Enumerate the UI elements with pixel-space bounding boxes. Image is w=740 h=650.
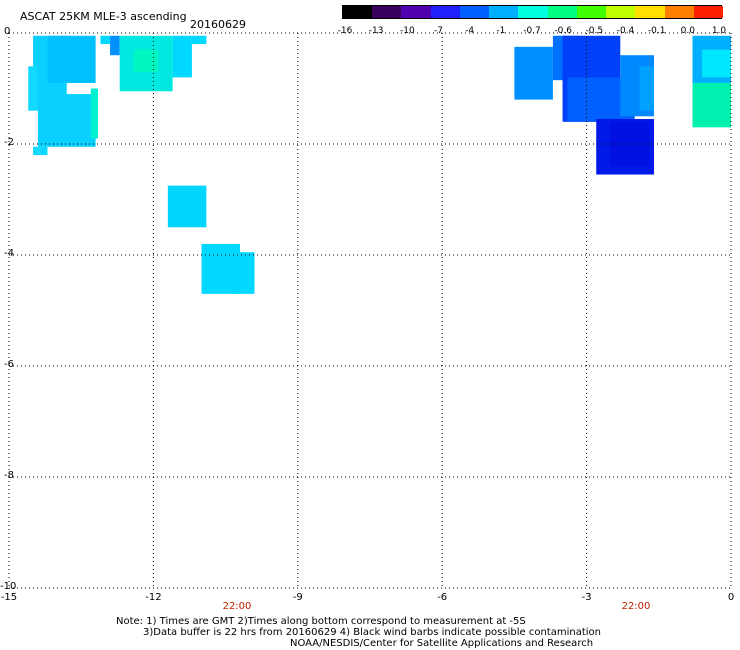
color-scale-label: -0.6 xyxy=(554,26,572,36)
note-line-3: NOAA/NESDIS/Center for Satellite Applica… xyxy=(290,638,594,649)
x-tick-label: -3 xyxy=(581,592,592,603)
y-tick-label: -10 xyxy=(0,581,17,592)
time-label-left: 22:00 xyxy=(222,601,252,612)
color-scale-segment xyxy=(576,6,607,18)
color-scale-segment xyxy=(343,6,373,18)
x-tick-label: -6 xyxy=(437,592,448,603)
color-scale-label: -16 xyxy=(337,26,353,36)
color-scale-label: -13 xyxy=(368,26,384,36)
data-patch xyxy=(47,35,96,83)
color-scale-label: -0.5 xyxy=(585,26,604,36)
data-patch xyxy=(702,49,731,78)
color-scale-label: -0.4 xyxy=(616,26,635,36)
color-scale-label: 1.0 xyxy=(711,26,727,36)
data-patch xyxy=(110,35,120,56)
data-patch xyxy=(235,252,255,294)
color-scale-label: -0.1 xyxy=(647,26,666,36)
data-patch xyxy=(28,66,38,111)
data-patch xyxy=(172,35,192,78)
color-scale-segment xyxy=(459,6,490,18)
color-scale-segment xyxy=(518,6,549,18)
color-scale-label: -0.7 xyxy=(523,26,541,36)
color-scale-segment xyxy=(430,6,461,18)
y-tick-label: -2 xyxy=(4,137,14,148)
x-tick-label: -12 xyxy=(145,592,162,603)
color-scale-segment xyxy=(606,6,636,18)
color-scale-bar xyxy=(342,5,724,19)
y-tick-label: -8 xyxy=(4,470,14,481)
color-scale-label: 0.0 xyxy=(680,26,695,36)
data-patch xyxy=(191,35,207,45)
color-scale-label: -10 xyxy=(399,26,415,36)
data-patch xyxy=(201,243,241,294)
color-scale-segment xyxy=(547,6,578,18)
color-scale-label: -7 xyxy=(434,26,443,36)
y-tick-label: -4 xyxy=(4,248,14,259)
color-scale-label: -1 xyxy=(496,26,506,36)
y-tick-label: 0 xyxy=(4,26,11,37)
data-patch xyxy=(33,146,48,156)
color-scale-segment xyxy=(372,6,402,18)
color-scale-segment xyxy=(635,6,666,18)
color-scale-segment xyxy=(401,6,432,18)
map-title: ASCAT 25KM MLE-3 ascending xyxy=(20,10,187,23)
note-line-1: Note: 1) Times are GMT 2)Times along bot… xyxy=(116,616,526,627)
data-patch xyxy=(514,46,553,100)
data-patch xyxy=(167,185,207,228)
time-label-right: 22:00 xyxy=(621,601,651,612)
data-patch xyxy=(134,49,159,72)
color-scale-label: -4 xyxy=(465,26,475,36)
map-date: 20160629 xyxy=(190,18,246,31)
data-patch xyxy=(639,66,654,111)
y-tick-label: -6 xyxy=(4,359,14,370)
x-tick-label: -15 xyxy=(0,592,18,603)
data-patch xyxy=(37,94,96,147)
data-patch xyxy=(692,82,731,128)
color-scale-segment xyxy=(664,6,695,18)
data-patch xyxy=(100,35,111,45)
color-scale-segment xyxy=(489,6,519,18)
data-patch xyxy=(90,88,99,139)
x-tick-label: -9 xyxy=(292,592,303,603)
x-tick-label: 0 xyxy=(727,592,735,603)
color-scale-segment xyxy=(693,6,724,18)
note-line-2: 3)Data buffer is 22 hrs from 20160629 4)… xyxy=(143,627,601,638)
